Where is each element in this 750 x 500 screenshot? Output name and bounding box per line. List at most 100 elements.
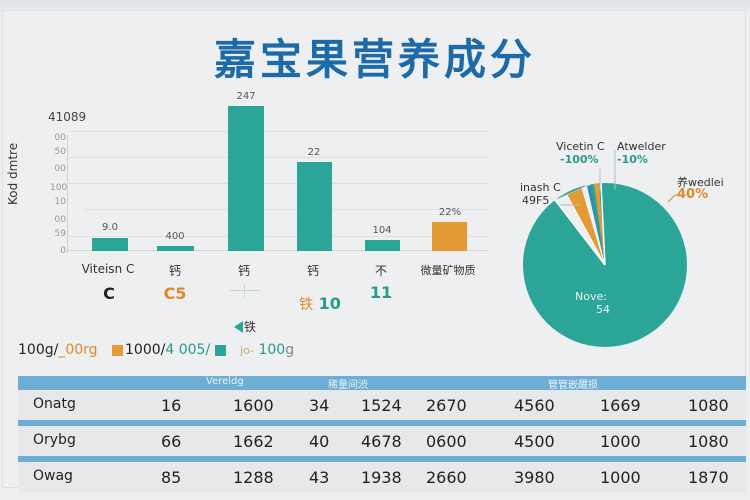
table-cell: 1938 [361, 468, 402, 487]
x-category: Viteisn C [81, 262, 135, 276]
table-cell: 4500 [514, 432, 555, 451]
bar-value: 104 [372, 225, 392, 236]
bar-value: 9.0 [102, 222, 118, 233]
bar-calcium-2 [228, 106, 264, 251]
x-sublabel: C5 [163, 284, 187, 303]
table-cell: 40 [309, 432, 330, 451]
legend-swatch-teal [214, 344, 226, 356]
table-cell: 2660 [426, 468, 467, 487]
table-cell: 1000 [600, 432, 641, 451]
annotation-text: 铁 [244, 320, 257, 334]
legend-text: 100 [258, 342, 286, 358]
legend-text: _00rg [58, 342, 98, 358]
bar-value: 400 [165, 231, 185, 242]
y-tick: 00 [54, 215, 66, 225]
table-cell: 1600 [233, 396, 274, 415]
y-tick: 00 [54, 164, 66, 174]
y-tick: 50 [54, 147, 66, 157]
bar-calcium-1 [157, 246, 194, 251]
table-cell: 1080 [688, 432, 729, 451]
x-axis [68, 250, 488, 251]
table-cell: 1870 [688, 468, 729, 487]
table-header: Vereldg 稀量间渋 管管嵌醒损 [18, 376, 746, 391]
gridline [68, 157, 488, 158]
table-cell: 1669 [600, 396, 641, 415]
pie-label-name: inash C [520, 181, 561, 194]
crosshair [230, 290, 260, 291]
bar-trace-minerals [432, 222, 467, 251]
y-tick: 0 [60, 246, 66, 256]
table-cell: Orybg [33, 432, 76, 448]
legend-text: g [285, 342, 295, 358]
table-row: Onatg 16 1600 34 1524 2670 4560 1669 108… [18, 390, 746, 420]
y-axis [67, 135, 68, 253]
page-title: 嘉宝果营养成分 [213, 35, 536, 84]
legend-text: 4 005/ [165, 342, 211, 358]
table-cell: 0600 [426, 432, 467, 451]
iron-annotation: 铁 [234, 318, 256, 335]
bar-calcium-3 [297, 162, 332, 251]
table-cell: 66 [161, 432, 182, 451]
y-axis-label: Kod dmtre [6, 142, 20, 205]
bar-vitamin-c [92, 238, 128, 251]
table-cell: 1000 [600, 468, 641, 487]
legend-swatch-orange [112, 344, 123, 356]
y-tick: 00 [54, 133, 66, 143]
pie-leader-lines [560, 150, 682, 206]
pie-label-value: 40% [677, 187, 709, 202]
table-cell: 1662 [233, 432, 274, 451]
bar-other [365, 240, 400, 251]
x-sublabel: C [103, 284, 115, 303]
table-cell: 2670 [426, 396, 467, 415]
table-cell: 43 [309, 468, 330, 487]
table-cell: 3980 [514, 468, 555, 487]
x-category: 不 [374, 264, 387, 278]
crosshair [244, 284, 245, 298]
table-row: Owag 85 1288 43 1938 2660 3980 1000 1870 [18, 462, 746, 492]
pie-label-value: -10% [617, 153, 648, 166]
y-tick: 10 [54, 197, 66, 207]
triangle-left-icon [234, 321, 243, 333]
x-category: 钙 [168, 264, 181, 278]
table-header-cell: Vereldg [206, 376, 244, 387]
x-category: 钙 [306, 264, 319, 278]
pie-center-label: Nove: [575, 290, 607, 303]
pie-label-name: Atwelder [617, 140, 666, 153]
table-cell: 4678 [361, 432, 402, 451]
bar-value: 22 [307, 147, 321, 158]
pie-label-name: 养wedlei [677, 176, 724, 189]
y-tick: 100 [50, 183, 68, 193]
table-cell: 1080 [688, 396, 729, 415]
legend-text: 1000/ [125, 342, 166, 358]
data-table: Vereldg 稀量间渋 管管嵌醒损 Onatg 16 1600 34 1524… [18, 376, 746, 492]
x-category: 微量矿物质 [420, 264, 476, 277]
table-cell: 16 [161, 396, 182, 415]
bar-value: 22% [438, 207, 462, 218]
table-cell: 85 [161, 468, 182, 487]
table-header-cell: 管管嵌醒损 [548, 380, 598, 391]
y-axis-top-label: 41089 [48, 110, 87, 124]
x-category: 钙 [237, 264, 250, 278]
pie-svg [523, 182, 687, 347]
table-cell: 1524 [361, 396, 402, 415]
gridline [68, 236, 488, 237]
table-cell: 34 [309, 396, 330, 415]
gridline [68, 131, 488, 132]
gridline [68, 183, 488, 184]
table-cell: Onatg [33, 396, 76, 412]
pie-label-value: -100% [560, 153, 599, 166]
legend: 100g/_00rg 1000/4 005/ jo- 100g [18, 342, 294, 358]
row-separator [18, 420, 746, 426]
table-cell: 4560 [514, 396, 555, 415]
table-cell: 1288 [233, 468, 274, 487]
x-sublabel-iron: 铁 10 [280, 294, 360, 314]
iron-value: 10 [318, 294, 341, 313]
table-row: Orybg 66 1662 40 4678 0600 4500 1000 108… [18, 426, 746, 456]
bar-value: 247 [236, 91, 256, 102]
legend-text: 100g/ [18, 342, 59, 358]
row-separator [18, 456, 746, 462]
legend-text: jo- [240, 343, 255, 357]
pie-label-value: 49F5 [522, 194, 550, 207]
pie-center-value: 54 [596, 303, 610, 316]
pie-chart: Nove: 54 [520, 180, 690, 350]
